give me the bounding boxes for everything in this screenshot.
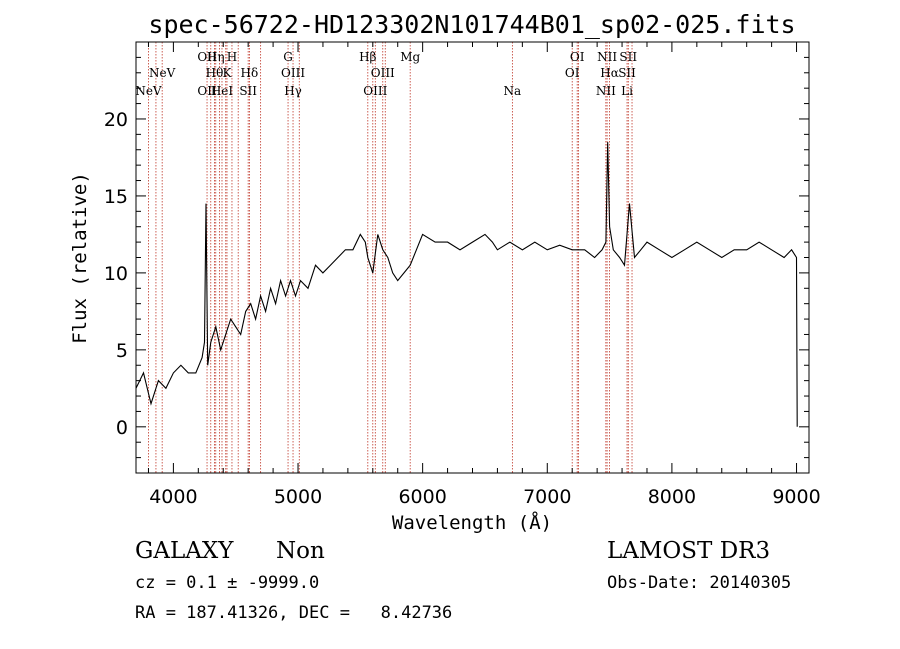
line-marker-label: Hα bbox=[600, 66, 619, 80]
x-tick-label: 9000 bbox=[772, 486, 820, 508]
x-tick-label: 8000 bbox=[648, 486, 696, 508]
line-marker-label: Hθ bbox=[206, 66, 224, 80]
line-marker-label: SII bbox=[618, 66, 636, 80]
x-tick-label: 6000 bbox=[398, 486, 446, 508]
x-tick-label: 5000 bbox=[274, 486, 322, 508]
line-marker-label: Li bbox=[621, 84, 633, 98]
line-marker-label: Hδ bbox=[241, 66, 259, 80]
object-class: GALAXY bbox=[135, 538, 234, 564]
object-subclass: Non bbox=[276, 538, 325, 564]
y-tick-label: 0 bbox=[116, 417, 128, 439]
plot-frame bbox=[135, 41, 810, 474]
spectrum-series bbox=[135, 142, 798, 427]
line-marker-label: Mg bbox=[400, 50, 420, 64]
line-marker-label: NeV bbox=[135, 84, 162, 98]
x-tick-label: 7000 bbox=[523, 486, 571, 508]
observation-date: Obs-Date: 20140305 bbox=[607, 573, 792, 593]
survey-name: LAMOST DR3 bbox=[607, 538, 771, 564]
spectrum-line bbox=[135, 142, 798, 427]
line-marker-label: Na bbox=[504, 84, 522, 98]
line-marker-label: NII bbox=[596, 84, 616, 98]
redshift-value: cz = 0.1 ± -9999.0 bbox=[135, 573, 320, 593]
line-marker-label: NII bbox=[597, 50, 617, 64]
line-marker-label: OIII bbox=[281, 66, 305, 80]
line-marker-label: Hβ bbox=[359, 50, 376, 64]
x-tick-label: 4000 bbox=[149, 486, 197, 508]
line-marker-label: H bbox=[227, 50, 237, 64]
line-marker-label: Hγ bbox=[284, 84, 302, 98]
y-tick-label: 15 bbox=[104, 186, 128, 208]
x-axis: 4000 5000 6000 7000 8000 9000 bbox=[147, 42, 821, 508]
line-marker-label: OI bbox=[565, 66, 580, 80]
line-marker-label: OIII bbox=[371, 66, 395, 80]
y-tick-label: 10 bbox=[104, 263, 128, 285]
line-marker-label: OIII bbox=[363, 84, 387, 98]
spectral-line-markers bbox=[148, 42, 633, 473]
x-axis-label: Wavelength (Å) bbox=[392, 511, 552, 534]
line-marker-label: OII bbox=[197, 50, 217, 64]
y-axis: 0 5 10 15 20 bbox=[104, 56, 809, 459]
coordinates: RA = 187.41326, DEC = 8.42736 bbox=[135, 603, 453, 623]
line-marker-label: Hη bbox=[207, 50, 225, 64]
line-marker-label: SII bbox=[239, 84, 257, 98]
y-axis-label: Flux (relative) bbox=[69, 172, 91, 344]
line-marker-label: HeI bbox=[211, 84, 234, 98]
line-marker-label: OI bbox=[570, 50, 585, 64]
line-marker-label: OII bbox=[197, 84, 217, 98]
line-marker-label: SII bbox=[619, 50, 637, 64]
y-tick-label: 5 bbox=[116, 340, 128, 362]
y-tick-label: 20 bbox=[104, 109, 128, 131]
line-marker-label: G bbox=[283, 50, 293, 64]
line-marker-label: K bbox=[222, 66, 232, 80]
line-marker-label: NeV bbox=[149, 66, 176, 80]
chart-title: spec-56722-HD123302N101744B01_sp02-025.f… bbox=[148, 10, 795, 39]
